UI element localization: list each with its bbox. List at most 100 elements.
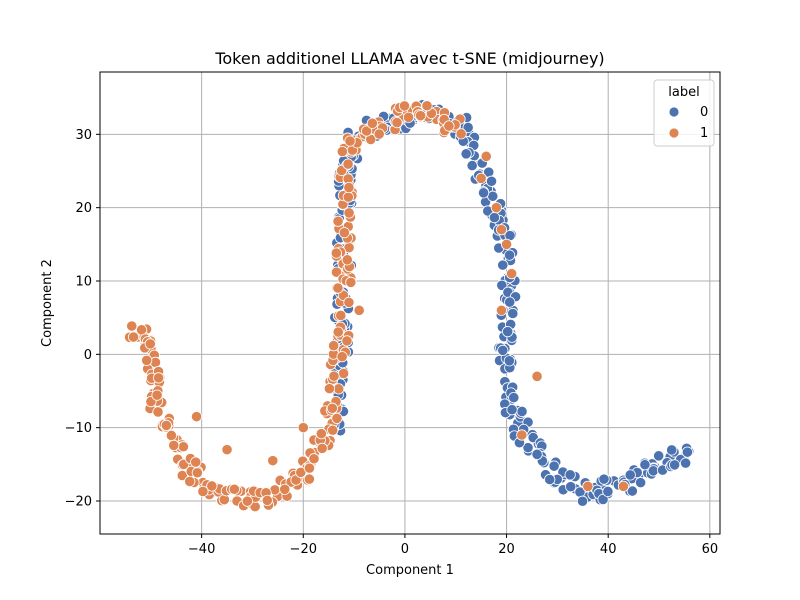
point-label-1 (342, 158, 354, 170)
point-label-1 (160, 419, 172, 431)
point-label-1 (475, 172, 487, 184)
point-label-0 (624, 469, 636, 481)
point-label-0 (522, 442, 534, 454)
point-label-1 (152, 406, 164, 418)
point-label-0 (496, 279, 508, 291)
point-label-1 (141, 354, 153, 366)
point-label-1 (221, 444, 233, 456)
point-label-0 (462, 121, 474, 134)
point-label-1 (345, 276, 357, 288)
point-label-1 (500, 238, 513, 250)
point-label-1 (168, 439, 180, 451)
point-label-1 (398, 100, 411, 112)
point-label-1 (353, 304, 365, 316)
point-label-1 (279, 483, 291, 495)
point-label-1 (315, 428, 327, 440)
point-label-1 (443, 120, 455, 132)
point-label-1 (151, 389, 163, 401)
point-label-1 (344, 135, 356, 147)
y-tick-label: 10 (75, 275, 92, 290)
point-label-1 (206, 480, 218, 492)
point-label-0 (506, 404, 518, 416)
x-axis-label: Component 1 (366, 563, 454, 578)
point-label-1 (338, 227, 350, 239)
point-label-0 (564, 469, 576, 481)
legend-frame (653, 79, 715, 147)
scatter-points (123, 99, 695, 513)
point-label-1 (343, 207, 355, 219)
y-tick-label: 30 (75, 128, 92, 143)
point-label-1 (228, 483, 240, 495)
legend-marker-1 (668, 127, 680, 139)
y-tick-label: 20 (75, 201, 92, 216)
legend-label-1: 1 (700, 126, 708, 141)
point-label-0 (466, 160, 478, 172)
point-label-1 (617, 480, 630, 492)
point-label-0 (639, 459, 651, 471)
point-label-1 (326, 402, 338, 414)
point-label-0 (544, 473, 556, 486)
point-label-0 (497, 344, 509, 357)
point-label-1 (343, 296, 355, 309)
point-label-0 (576, 495, 589, 507)
point-label-1 (516, 429, 528, 441)
point-label-1 (490, 202, 502, 214)
point-label-1 (480, 150, 492, 162)
y-tick-label: −20 (65, 495, 92, 510)
point-label-1 (331, 412, 343, 424)
point-label-1 (165, 429, 178, 442)
point-label-0 (503, 249, 516, 261)
point-label-1 (327, 424, 339, 436)
point-label-1 (241, 495, 253, 507)
point-label-1 (303, 473, 315, 485)
point-label-0 (508, 391, 520, 404)
axis-ticks: −40 −20 0 20 40 60 −20 −10 0 10 20 30 (65, 128, 719, 557)
point-label-0 (681, 446, 694, 458)
point-label-1 (332, 215, 344, 227)
point-label-1 (190, 456, 202, 468)
point-label-1 (126, 320, 138, 332)
point-label-1 (323, 383, 336, 395)
point-label-1 (308, 453, 320, 465)
point-label-0 (626, 485, 638, 497)
point-label-1 (332, 282, 344, 294)
point-label-1 (342, 191, 354, 203)
point-label-1 (267, 455, 279, 467)
point-label-1 (391, 116, 403, 129)
point-label-0 (507, 307, 519, 320)
point-label-1 (455, 128, 467, 140)
point-label-1 (506, 268, 518, 280)
point-label-1 (144, 338, 156, 350)
point-label-1 (177, 441, 190, 453)
point-label-1 (341, 254, 353, 266)
point-label-1 (330, 247, 342, 259)
y-tick-label: 0 (84, 348, 92, 363)
point-label-1 (421, 100, 433, 112)
point-label-0 (485, 175, 498, 187)
point-label-0 (460, 148, 472, 160)
grid-lines (100, 72, 720, 534)
legend-marker-0 (668, 106, 680, 118)
point-label-0 (504, 296, 516, 308)
point-label-0 (548, 460, 560, 472)
point-label-1 (335, 309, 347, 322)
point-label-1 (330, 266, 343, 278)
point-label-0 (669, 459, 681, 471)
point-label-1 (184, 475, 196, 488)
point-label-0 (531, 448, 543, 460)
point-label-1 (336, 351, 348, 363)
point-label-1 (191, 467, 203, 479)
point-label-1 (414, 110, 427, 122)
legend-title: label (668, 85, 699, 100)
point-label-0 (503, 355, 515, 367)
point-label-1 (127, 331, 140, 343)
legend-label-0: 0 (700, 105, 708, 120)
point-label-0 (653, 450, 665, 462)
point-label-1 (197, 485, 209, 498)
x-tick-label: 60 (702, 542, 719, 557)
point-label-1 (303, 462, 316, 474)
point-label-1 (190, 411, 203, 423)
point-label-1 (402, 111, 415, 123)
point-label-1 (316, 442, 328, 454)
